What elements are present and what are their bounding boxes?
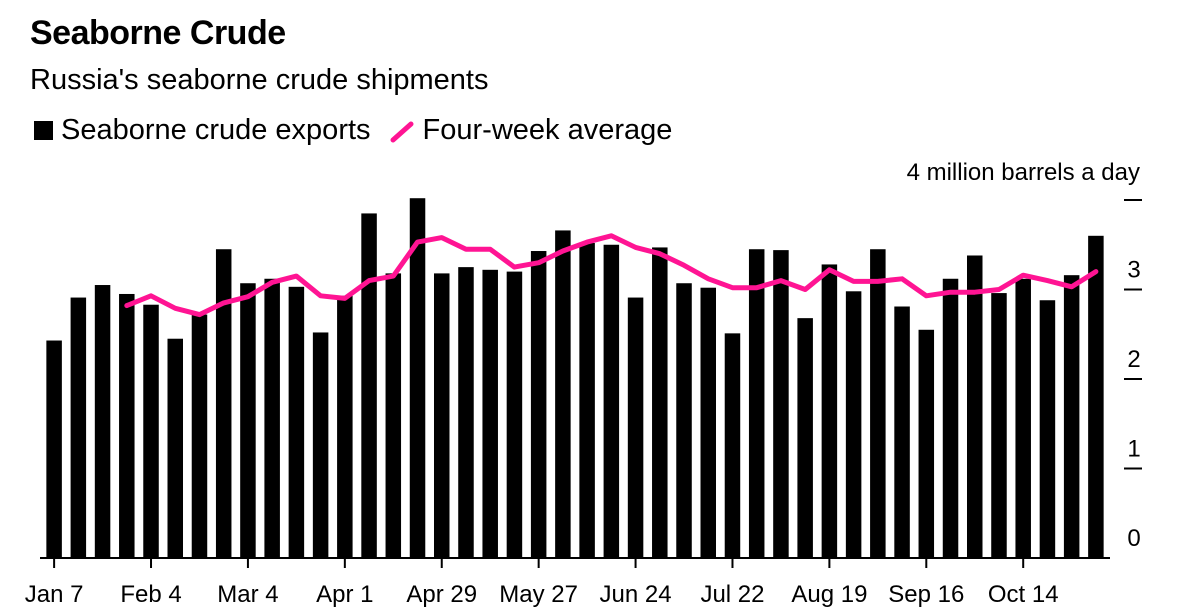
bar	[1039, 300, 1056, 558]
bar	[1088, 235, 1104, 559]
bar	[361, 213, 377, 559]
bar	[240, 283, 256, 558]
x-tick-label: Sep 16	[888, 581, 964, 608]
y-tick-label: 1	[1127, 436, 1140, 463]
chart-subtitle: Russia's seaborne crude shipments	[30, 64, 489, 96]
y-tick-label: 3	[1127, 257, 1140, 284]
legend: Seaborne crude exports Four-week average	[30, 114, 690, 147]
bar-swatch-icon	[34, 121, 53, 140]
legend-item-average: Four-week average	[389, 114, 673, 147]
x-tick-label: Jun 24	[600, 581, 672, 608]
bar	[966, 255, 983, 559]
bar	[724, 333, 741, 558]
bar	[1063, 275, 1080, 558]
bar	[70, 297, 87, 558]
y-tick-label: 0	[1127, 525, 1140, 552]
bar	[288, 286, 305, 558]
bar	[191, 314, 208, 558]
bar	[46, 340, 62, 558]
x-tick-label: May 27	[499, 581, 578, 608]
average-line	[124, 233, 1099, 318]
bar	[579, 242, 595, 558]
x-tick-label: Aug 19	[791, 581, 867, 608]
bars-group	[46, 198, 1104, 559]
bar	[652, 247, 668, 558]
bar	[312, 332, 329, 558]
average-line-group	[124, 233, 1099, 318]
bar	[94, 285, 111, 558]
bar	[482, 269, 498, 558]
bar	[409, 198, 426, 558]
chart-title: Seaborne Crude	[30, 14, 286, 52]
x-tick-label: Apr 29	[406, 581, 477, 608]
bar	[870, 249, 886, 558]
bar	[700, 287, 717, 558]
bar	[119, 293, 135, 558]
bar	[530, 251, 547, 558]
x-tick-label: Feb 4	[120, 581, 181, 608]
legend-label-exports: Seaborne crude exports	[61, 114, 371, 146]
bar	[143, 304, 159, 558]
bar	[215, 249, 232, 558]
bar	[627, 297, 644, 558]
bar	[167, 338, 184, 558]
bar	[942, 278, 959, 558]
x-tick-label: Jul 22	[700, 581, 764, 608]
line-swatch-icon	[390, 121, 414, 142]
x-tick-label: Oct 14	[988, 581, 1059, 608]
bar	[821, 264, 838, 558]
x-tick-label: Jan 7	[25, 581, 84, 608]
legend-item-exports: Seaborne crude exports	[30, 114, 371, 147]
bar	[337, 295, 353, 558]
unit-label: 4 million barrels a day	[907, 159, 1140, 186]
bar	[603, 244, 620, 558]
x-axis: Jan 7 Feb 4 Mar 4 Apr 1 Apr 29 May 27 Jun 24 Ju…	[25, 557, 1110, 608]
bar	[264, 278, 280, 558]
bar	[555, 230, 571, 558]
bar	[991, 293, 1007, 558]
bar	[433, 273, 450, 558]
x-tick-label: Apr 1	[316, 581, 373, 608]
bar	[773, 250, 789, 558]
x-tick-label: Mar 4	[217, 581, 278, 608]
bar	[918, 329, 935, 558]
bar	[845, 291, 862, 558]
bar	[1015, 278, 1031, 558]
bar	[506, 271, 523, 558]
bar	[458, 267, 474, 558]
y-tick-label: 2	[1127, 346, 1140, 373]
bar	[676, 283, 692, 558]
bar	[385, 273, 402, 558]
legend-label-average: Four-week average	[422, 114, 673, 146]
bar	[797, 318, 813, 558]
y-axis: 0 1 2 3	[1124, 199, 1142, 552]
bar	[894, 306, 910, 558]
bar	[748, 249, 765, 558]
